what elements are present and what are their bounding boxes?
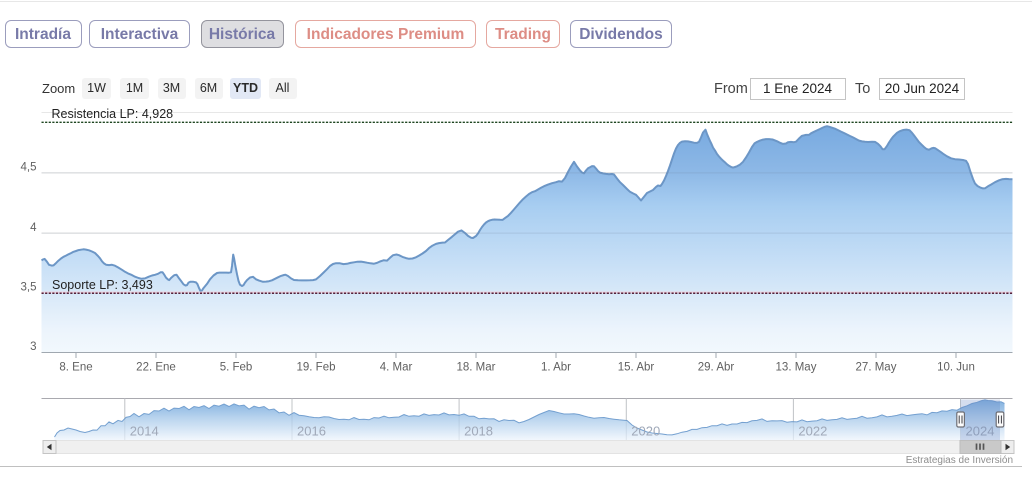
svg-text:15. Abr: 15. Abr xyxy=(618,362,655,374)
svg-text:18. Mar: 18. Mar xyxy=(457,362,496,374)
svg-text:13. May: 13. May xyxy=(776,362,817,374)
svg-text:19. Feb: 19. Feb xyxy=(297,362,336,374)
svg-text:27. May: 27. May xyxy=(856,362,897,374)
svg-text:2014: 2014 xyxy=(130,424,159,439)
svg-text:Soporte LP: 3,493: Soporte LP: 3,493 xyxy=(52,278,153,292)
svg-text:22. Ene: 22. Ene xyxy=(136,362,176,374)
svg-text:2018: 2018 xyxy=(464,424,493,439)
svg-text:4. Mar: 4. Mar xyxy=(380,362,413,374)
svg-text:3,5: 3,5 xyxy=(21,282,37,294)
svg-text:Estrategias de Inversión: Estrategias de Inversión xyxy=(906,455,1013,466)
svg-text:29. Abr: 29. Abr xyxy=(698,362,735,374)
svg-text:2016: 2016 xyxy=(297,424,326,439)
svg-text:5. Feb: 5. Feb xyxy=(220,362,253,374)
svg-text:2020: 2020 xyxy=(631,424,660,439)
svg-text:8. Ene: 8. Ene xyxy=(59,362,92,374)
svg-text:4: 4 xyxy=(30,222,37,234)
svg-text:10. Jun: 10. Jun xyxy=(937,362,975,374)
svg-text:2022: 2022 xyxy=(798,424,827,439)
svg-text:3: 3 xyxy=(30,341,36,353)
svg-text:4,5: 4,5 xyxy=(21,162,37,174)
svg-text:2024: 2024 xyxy=(966,424,995,439)
svg-text:Resistencia LP: 4,928: Resistencia LP: 4,928 xyxy=(52,107,174,121)
svg-text:1. Abr: 1. Abr xyxy=(541,362,571,374)
